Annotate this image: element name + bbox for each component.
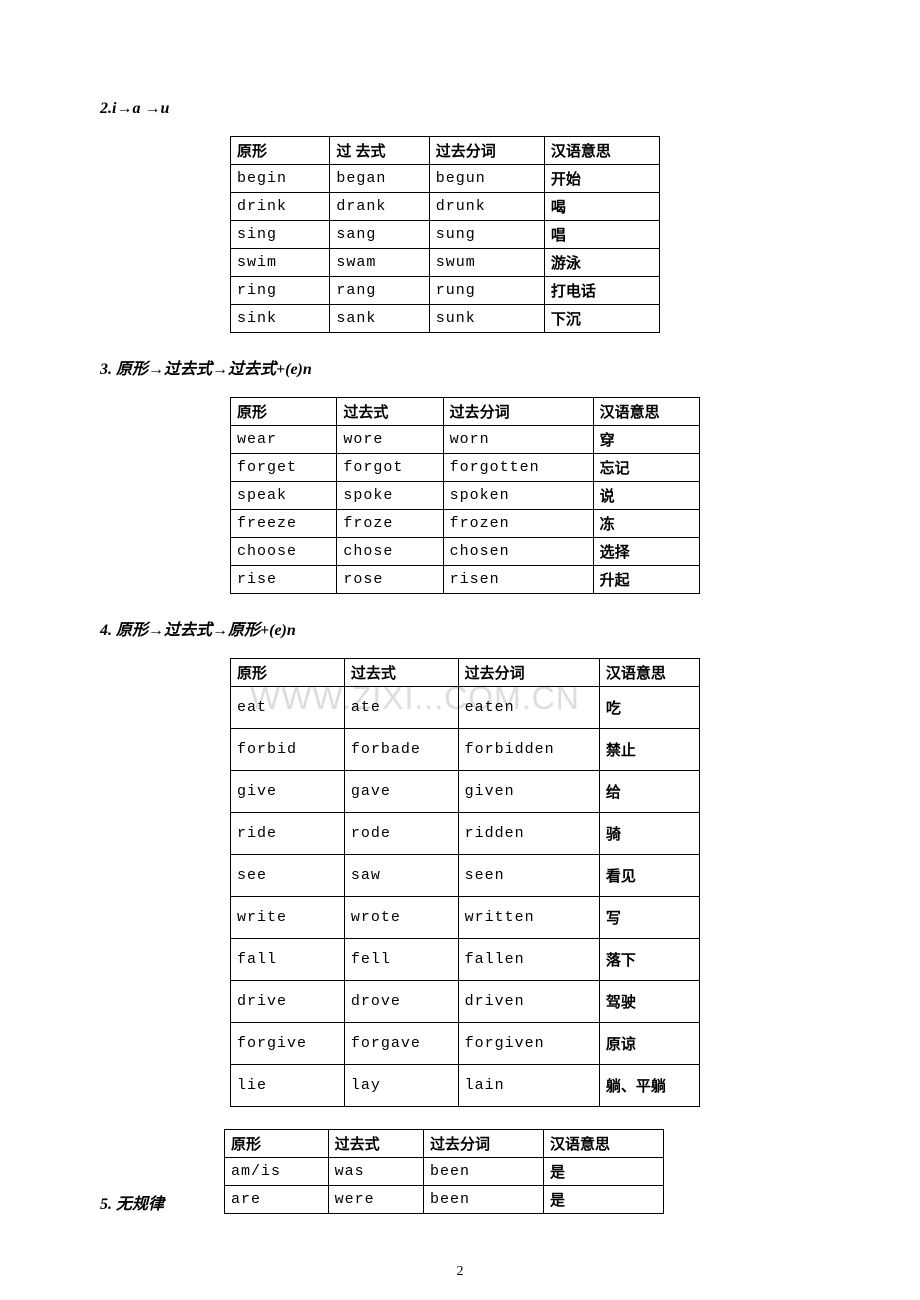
table-row: drivedrovedriven驾驶 xyxy=(231,981,700,1023)
col-base: 原形 xyxy=(231,659,345,687)
document-content: 2.i→a →u 原形 过 去式 过去分词 汉语意思 beginbeganbeg… xyxy=(90,100,830,1214)
col-base: 原形 xyxy=(231,398,337,426)
table-row: arewerebeen是 xyxy=(225,1186,664,1214)
table-row: ringrangrung打电话 xyxy=(231,277,660,305)
section-4-heading: 4. 原形→过去式→原形+(e)n xyxy=(100,616,830,640)
table-row: wearworeworn穿 xyxy=(231,426,700,454)
table-row: rideroderidden骑 xyxy=(231,813,700,855)
table-row: forgiveforgaveforgiven原谅 xyxy=(231,1023,700,1065)
col-past: 过去式 xyxy=(344,659,458,687)
col-meaning: 汉语意思 xyxy=(544,137,659,165)
col-pastpart: 过去分词 xyxy=(443,398,593,426)
table-row: seesawseen看见 xyxy=(231,855,700,897)
col-past: 过 去式 xyxy=(330,137,429,165)
section-5-heading: 5. 无规律 xyxy=(100,1190,164,1214)
col-meaning: 汉语意思 xyxy=(593,398,699,426)
table-row: eatateeaten吃 xyxy=(231,687,700,729)
col-pastpart: 过去分词 xyxy=(458,659,599,687)
table-row: writewrotewritten写 xyxy=(231,897,700,939)
col-past: 过去式 xyxy=(328,1130,423,1158)
col-base: 原形 xyxy=(231,137,330,165)
section-2-heading: 2.i→a →u xyxy=(100,100,830,118)
section-4-table: 原形 过去式 过去分词 汉语意思 eatateeaten吃 forbidforb… xyxy=(230,658,700,1107)
col-past: 过去式 xyxy=(337,398,443,426)
table-row: riseroserisen升起 xyxy=(231,566,700,594)
table-row: givegavegiven给 xyxy=(231,771,700,813)
table-row: sinksanksunk下沉 xyxy=(231,305,660,333)
table-row: fallfellfallen落下 xyxy=(231,939,700,981)
table-row: drinkdrankdrunk喝 xyxy=(231,193,660,221)
table-row: am/iswasbeen是 xyxy=(225,1158,664,1186)
section-3-heading: 3. 原形→过去式→过去式+(e)n xyxy=(100,355,830,379)
table-row: freezefrozefrozen冻 xyxy=(231,510,700,538)
table-row: choosechosechosen选择 xyxy=(231,538,700,566)
table-header-row: 原形 过 去式 过去分词 汉语意思 xyxy=(231,137,660,165)
table-row: beginbeganbegun开始 xyxy=(231,165,660,193)
table-header-row: 原形 过去式 过去分词 汉语意思 xyxy=(231,398,700,426)
table-row: forgetforgotforgotten忘记 xyxy=(231,454,700,482)
section-5-table: 原形 过去式 过去分词 汉语意思 am/iswasbeen是 arewerebe… xyxy=(224,1129,664,1214)
table-row: swimswamswum游泳 xyxy=(231,249,660,277)
table-header-row: 原形 过去式 过去分词 汉语意思 xyxy=(225,1130,664,1158)
table-row: lielaylain躺、平躺 xyxy=(231,1065,700,1107)
col-meaning: 汉语意思 xyxy=(599,659,699,687)
col-meaning: 汉语意思 xyxy=(543,1130,663,1158)
col-base: 原形 xyxy=(225,1130,329,1158)
section-2-table: 原形 过 去式 过去分词 汉语意思 beginbeganbegun开始 drin… xyxy=(230,136,660,333)
table-row: speakspokespoken说 xyxy=(231,482,700,510)
table-header-row: 原形 过去式 过去分词 汉语意思 xyxy=(231,659,700,687)
page-number: 2 xyxy=(0,1264,920,1280)
section-3-table: 原形 过去式 过去分词 汉语意思 wearworeworn穿 forgetfor… xyxy=(230,397,700,594)
table-row: forbidforbadeforbidden禁止 xyxy=(231,729,700,771)
col-pastpart: 过去分词 xyxy=(423,1130,543,1158)
col-pastpart: 过去分词 xyxy=(429,137,544,165)
table-row: singsangsung唱 xyxy=(231,221,660,249)
